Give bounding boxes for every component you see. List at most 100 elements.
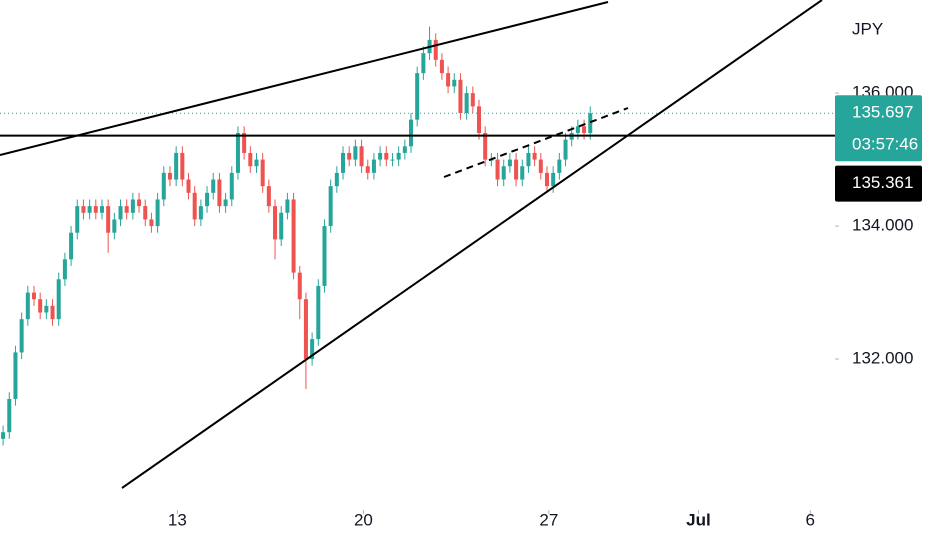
candle-body xyxy=(130,199,135,213)
candle-body xyxy=(273,206,278,240)
candle-body xyxy=(112,219,117,233)
candle-body xyxy=(167,172,172,180)
candle-body xyxy=(81,206,86,213)
candle-body xyxy=(99,206,104,213)
candle-body xyxy=(223,199,228,207)
candle-body xyxy=(1,432,6,439)
x-tick-label: Jul xyxy=(686,510,711,529)
countdown-label: 03:57:46 xyxy=(852,135,918,154)
candle-body xyxy=(322,226,327,286)
candle-body xyxy=(458,79,463,114)
x-tick-label: 6 xyxy=(806,510,815,529)
horizontal-line-label-bg xyxy=(835,165,922,202)
last-price-label: 135.697 xyxy=(852,103,913,122)
candle-body xyxy=(563,139,568,160)
candle-body xyxy=(507,159,512,167)
x-tick-label: 27 xyxy=(539,510,558,529)
candle-body xyxy=(7,398,12,433)
horizontal-line-label: 135.361 xyxy=(852,173,913,192)
candle-body xyxy=(520,166,525,180)
candle-body xyxy=(143,206,148,220)
dashed-trend-line xyxy=(443,107,629,178)
candle-body xyxy=(452,79,457,87)
candle-body xyxy=(217,179,222,207)
candle-body xyxy=(248,152,253,167)
candle-body xyxy=(371,159,376,173)
candle-body xyxy=(50,305,55,320)
candle-body xyxy=(62,259,67,280)
candle-body xyxy=(446,73,451,87)
candle-body xyxy=(266,186,271,207)
x-tick-label: 13 xyxy=(168,510,187,529)
candle-body xyxy=(328,186,333,227)
candle-body xyxy=(38,299,43,313)
candle-body xyxy=(433,39,438,60)
candle-body xyxy=(582,126,587,133)
candle-body xyxy=(205,192,210,207)
candle-body xyxy=(396,152,401,160)
candle-body xyxy=(551,172,556,187)
candle-body xyxy=(297,272,302,300)
candle-body xyxy=(75,206,80,233)
candle-body xyxy=(155,199,160,227)
candle-body xyxy=(186,179,191,193)
candle-body xyxy=(229,172,234,200)
candle-body xyxy=(378,152,383,160)
candle-body xyxy=(118,206,123,220)
candle-body xyxy=(526,152,531,167)
candle-body xyxy=(483,132,488,160)
candle-body xyxy=(390,159,395,161)
candle-body xyxy=(285,199,290,213)
candle-body xyxy=(31,292,37,300)
candle-body xyxy=(291,199,296,273)
candle-body xyxy=(365,166,370,173)
candle-body xyxy=(279,212,284,240)
candle-body xyxy=(544,172,549,187)
candle-body xyxy=(421,53,426,74)
candle-body xyxy=(242,132,247,153)
y-tick-label: 134.000 xyxy=(852,216,913,235)
candle-body xyxy=(310,339,315,360)
candle-body xyxy=(254,159,259,167)
candle-body xyxy=(409,119,414,147)
candle-body xyxy=(149,219,154,227)
candle-body xyxy=(415,73,420,120)
currency-label: JPY xyxy=(852,19,883,38)
candle-body xyxy=(44,305,49,313)
candle-body xyxy=(303,299,308,360)
candle-body xyxy=(359,146,364,167)
candle-body xyxy=(137,199,142,207)
candle-body xyxy=(316,285,321,340)
candle-body xyxy=(557,159,562,173)
candle-body xyxy=(341,152,346,173)
candle-body xyxy=(476,106,482,133)
candle-body xyxy=(180,152,185,180)
candle-body xyxy=(501,166,506,180)
candle-body xyxy=(260,159,265,187)
trend-line xyxy=(121,0,823,489)
last-price-label-bg xyxy=(835,95,922,162)
candle-body xyxy=(464,93,469,114)
candle-body xyxy=(334,172,339,187)
candle-body xyxy=(124,206,129,213)
candle-body xyxy=(69,232,74,260)
candle-body xyxy=(588,113,593,133)
candle-body xyxy=(93,206,98,213)
candle-body xyxy=(347,152,352,160)
y-tick-label: 132.000 xyxy=(852,349,913,368)
candle-body xyxy=(532,152,537,160)
candle-body xyxy=(384,152,389,160)
candle-body xyxy=(211,179,216,193)
candle-body xyxy=(106,206,111,233)
candle-body xyxy=(25,292,30,320)
candle-body xyxy=(439,59,444,74)
candle-body xyxy=(13,352,18,399)
candle-body xyxy=(538,159,543,173)
x-tick-label: 20 xyxy=(354,510,373,529)
candle-body xyxy=(87,206,92,213)
trend-line xyxy=(0,1,609,156)
candle-body xyxy=(198,206,203,220)
candle-body xyxy=(575,126,580,133)
